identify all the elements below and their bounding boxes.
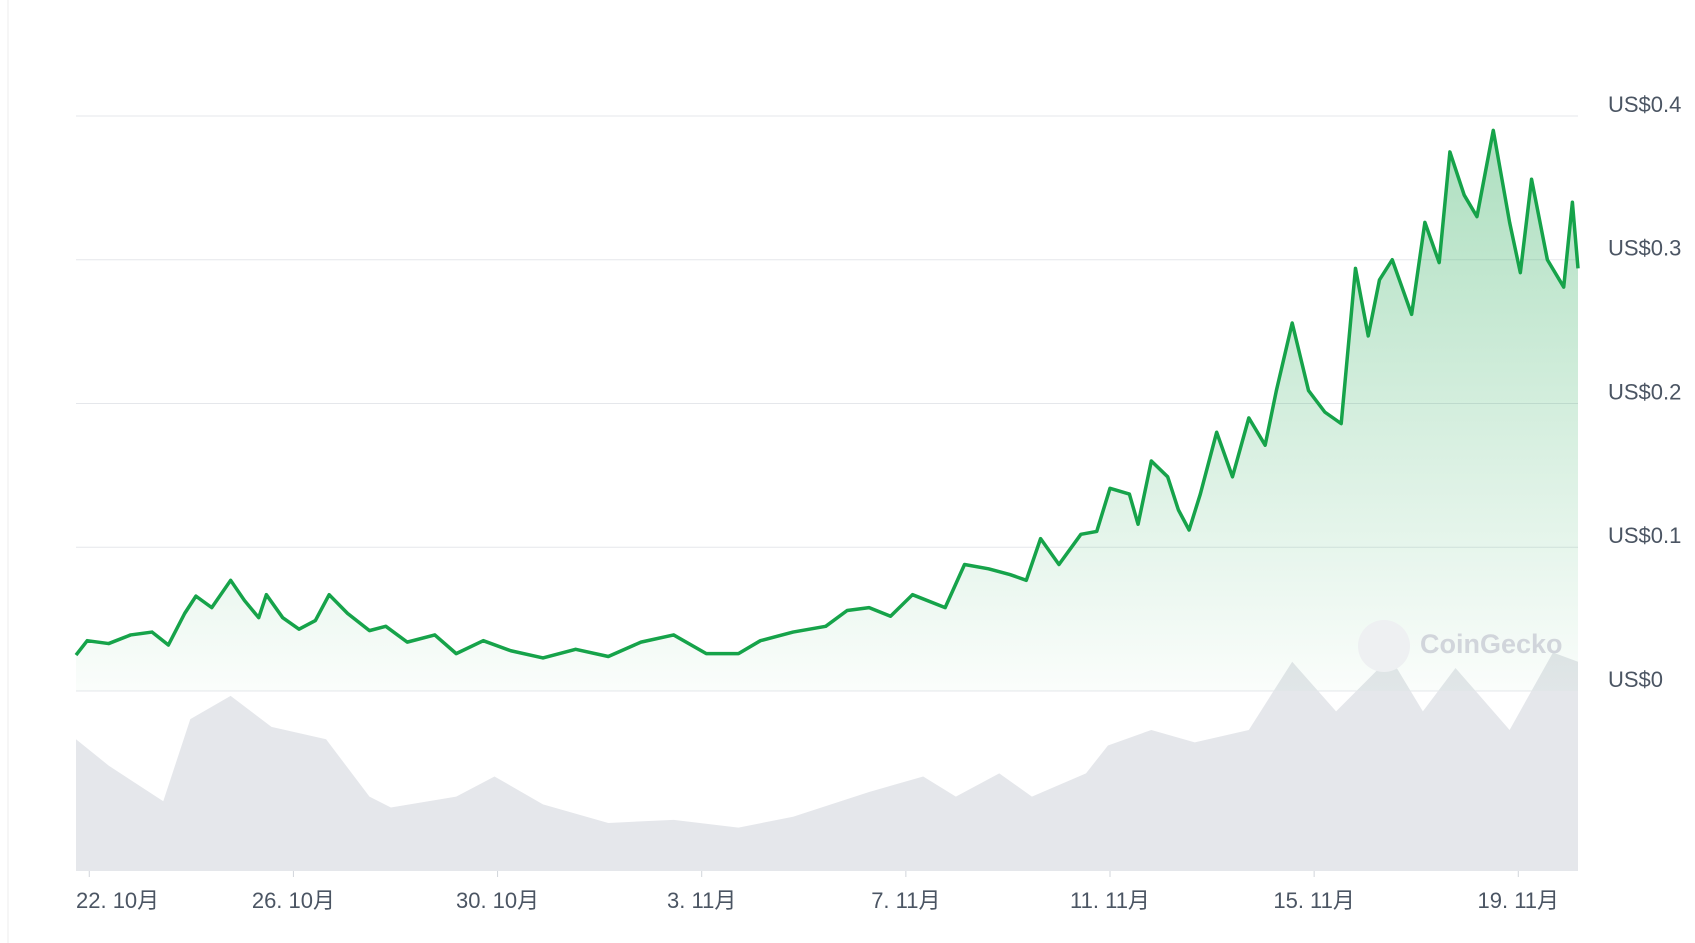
price-line (74, 128, 1580, 660)
x-tick-label: 30. 10月 (456, 888, 539, 913)
y-tick-label: US$0.1 (1608, 523, 1681, 548)
price-area (76, 130, 1578, 691)
x-tick-label: 11. 11月 (1070, 888, 1150, 913)
y-tick-label: US$0.4 (1608, 92, 1681, 117)
y-tick-label: US$0.2 (1608, 379, 1681, 404)
x-tick-label: 15. 11月 (1273, 888, 1355, 913)
y-tick-label: US$0.3 (1608, 236, 1681, 261)
x-tick-label: 26. 10月 (252, 888, 335, 913)
x-tick-label: 7. 11月 (871, 888, 940, 913)
x-tick-label: 22. 10月 (76, 888, 159, 913)
x-tick-label: 3. 11月 (667, 888, 736, 913)
volume-area (76, 652, 1578, 871)
x-tick-label: 19. 11月 (1478, 888, 1560, 913)
watermark-logo (1358, 620, 1410, 672)
y-tick-label: US$0 (1608, 667, 1663, 692)
watermark: CoinGecko (1420, 629, 1563, 659)
